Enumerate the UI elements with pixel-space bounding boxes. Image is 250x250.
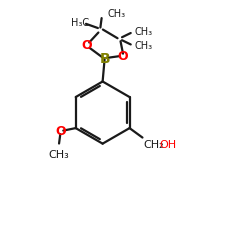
- Text: CH₃: CH₃: [135, 41, 153, 51]
- Text: OH: OH: [160, 140, 177, 150]
- Text: CH₃: CH₃: [49, 150, 70, 160]
- Text: H₃C: H₃C: [72, 18, 90, 28]
- Text: CH₃: CH₃: [135, 27, 153, 37]
- Text: CH₂: CH₂: [144, 140, 164, 150]
- Text: O: O: [55, 124, 66, 138]
- Text: O: O: [82, 39, 92, 52]
- Text: B: B: [99, 52, 110, 66]
- Text: CH₃: CH₃: [108, 9, 126, 19]
- Text: O: O: [117, 50, 128, 63]
